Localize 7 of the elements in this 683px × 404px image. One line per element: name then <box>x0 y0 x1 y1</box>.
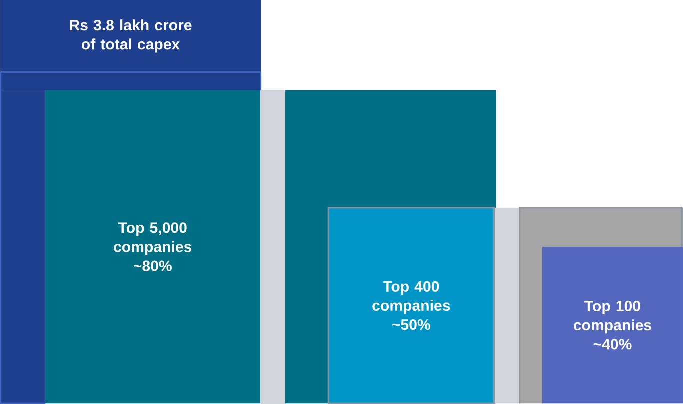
data-label: ~80% <box>134 260 172 272</box>
data-label: ~40% <box>594 338 632 350</box>
text: Rs 3.8 lakh crore of total capex <box>70 19 192 53</box>
data-label: ~50% <box>392 319 430 330</box>
category-label: Top 100 companies <box>574 300 652 334</box>
category-label: Top 400 companies <box>372 281 450 314</box>
category-label: Top 5,000 companies <box>114 222 192 256</box>
